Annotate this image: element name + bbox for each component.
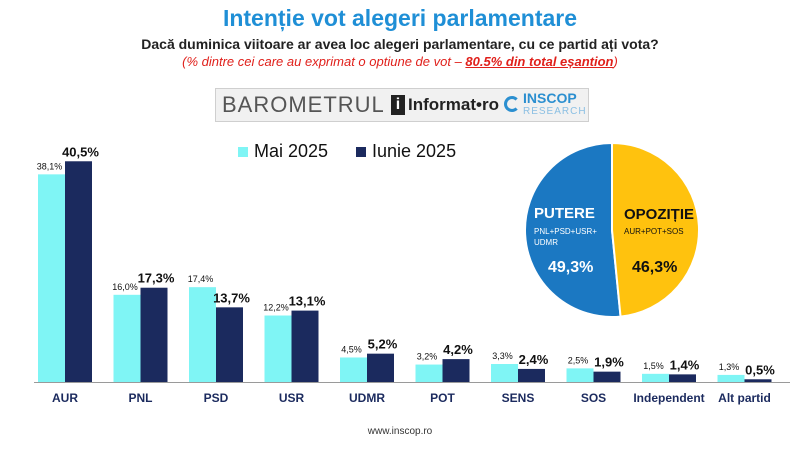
data-label-mai: 4,5% xyxy=(341,344,362,354)
pie-sub-opozitie: AUR+POT+SOS xyxy=(624,227,684,236)
pie-value-opozitie: 46,3% xyxy=(632,259,677,276)
logo-bar: BAROMETRUL i Informat•ro INSCOP RESEARCH xyxy=(215,88,589,122)
data-label-mai: 38,1% xyxy=(37,161,63,171)
bar-iunie xyxy=(65,161,92,382)
data-label-iunie: 1,4% xyxy=(670,357,700,372)
x-tick-label: POT xyxy=(430,391,455,405)
bar-iunie xyxy=(518,368,545,382)
bar-iunie xyxy=(442,359,470,382)
bar-mai xyxy=(717,374,745,382)
note-suffix: ) xyxy=(613,54,618,69)
legend-item-mai: Mai 2025 xyxy=(238,141,328,162)
x-tick-label: Alt partid xyxy=(718,391,771,405)
legend-label-iunie: Iunie 2025 xyxy=(372,141,457,161)
bar-iunie xyxy=(140,287,168,382)
bar-mai xyxy=(415,364,443,382)
bar-mai xyxy=(189,287,216,382)
x-tick-label: Independent xyxy=(633,391,704,405)
inscop-name: INSCOP xyxy=(523,90,577,106)
x-tick-label: UDMR xyxy=(349,391,385,405)
data-label-iunie: 1,9% xyxy=(594,355,624,370)
data-label-mai: 1,3% xyxy=(719,362,740,372)
bar-iunie xyxy=(593,371,621,382)
footer-url: www.inscop.ro xyxy=(367,426,433,437)
legend-swatch-iunie xyxy=(356,147,366,157)
x-tick-label: PSD xyxy=(204,391,229,405)
bar-mai xyxy=(340,357,367,382)
chart-title: Intenție vot alegeri parlamentare xyxy=(222,5,578,31)
data-label-iunie: 17,3% xyxy=(138,271,175,286)
note-emphasis: 80.5% din total eșantion xyxy=(465,54,614,69)
data-label-mai: 16,0% xyxy=(112,282,138,292)
data-label-iunie: 13,7% xyxy=(213,290,250,305)
bar-iunie xyxy=(744,379,772,382)
bar-iunie xyxy=(367,353,394,382)
sample-note: (% dintre cei care au exprimat o optiune… xyxy=(0,54,800,69)
data-label-mai: 3,2% xyxy=(417,352,438,362)
bar-mai xyxy=(113,294,141,382)
bar-iunie xyxy=(291,310,319,382)
data-label-iunie: 4,2% xyxy=(443,342,473,357)
x-tick-label: SOS xyxy=(581,391,606,405)
x-tick-label: AUR xyxy=(52,391,78,405)
data-label-mai: 3,3% xyxy=(492,351,513,361)
data-label-iunie: 13,1% xyxy=(289,294,326,309)
bar-mai xyxy=(264,315,292,382)
data-label-iunie: 2,4% xyxy=(519,352,549,367)
data-label-mai: 17,4% xyxy=(188,274,214,284)
pie-label-opozitie: OPOZIȚIE xyxy=(624,206,694,223)
data-label-iunie: 5,2% xyxy=(368,337,398,352)
inscop-sub: RESEARCH xyxy=(523,106,587,117)
pie-sub-putere-1: PNL+PSD+USR+ xyxy=(534,227,597,236)
legend-item-iunie: Iunie 2025 xyxy=(356,141,456,162)
pie-slice-putere xyxy=(524,141,622,318)
bar-iunie xyxy=(669,374,696,382)
informat-icon: i xyxy=(391,95,405,115)
legend-swatch-mai xyxy=(238,147,248,157)
bar-mai xyxy=(642,373,669,382)
chart-subtitle: Dacă duminica viitoare ar avea loc alege… xyxy=(141,36,659,52)
note-prefix: (% dintre cei care au exprimat o optiune… xyxy=(182,54,466,69)
bar-iunie xyxy=(216,307,243,382)
x-tick-label: USR xyxy=(279,391,305,405)
barometrul-logo: BAROMETRUL xyxy=(222,92,385,117)
data-label-mai: 12,2% xyxy=(263,303,289,313)
x-tick-label: PNL xyxy=(129,391,153,405)
pie-sub-putere-2: UDMR xyxy=(534,238,558,247)
inscop-logo: INSCOP RESEARCH xyxy=(523,90,587,118)
data-label-iunie: 0,5% xyxy=(745,362,775,377)
inscop-icon xyxy=(504,96,520,112)
data-label-iunie: 40,5% xyxy=(62,144,99,159)
legend-label-mai: Mai 2025 xyxy=(254,141,329,161)
informat-logo: Informat•ro xyxy=(408,95,499,114)
data-label-mai: 1,5% xyxy=(643,361,664,371)
x-tick-label: SENS xyxy=(502,391,535,405)
bar-mai xyxy=(491,364,518,382)
pie-label-putere: PUTERE xyxy=(534,205,595,222)
data-label-mai: 2,5% xyxy=(568,355,589,365)
bar-mai xyxy=(38,174,65,382)
pie-slice-opozitie xyxy=(611,141,701,318)
bar-mai xyxy=(566,368,594,382)
pie-value-putere: 49,3% xyxy=(548,259,593,276)
